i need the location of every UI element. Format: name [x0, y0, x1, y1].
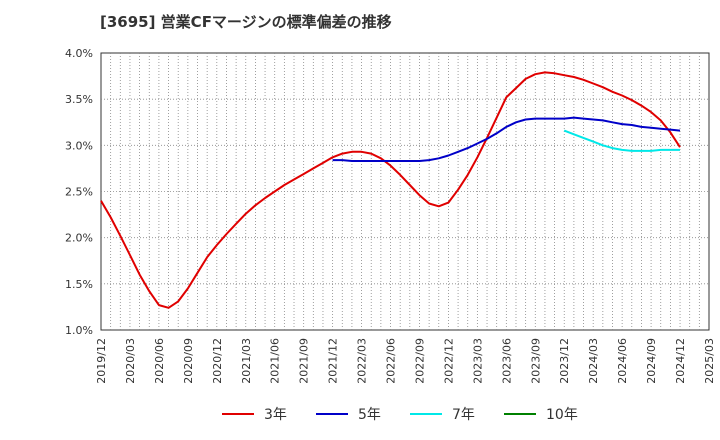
x-tick-label: 2022/12 [442, 338, 455, 384]
series-line [563, 129, 680, 152]
x-tick-label: 2023/06 [500, 338, 513, 384]
y-tick-label: 1.0% [65, 324, 93, 337]
legend-label: 10年 [546, 407, 578, 423]
x-tick-label: 2024/09 [645, 338, 658, 384]
legend-label: 7年 [452, 407, 475, 423]
series-lines [100, 71, 681, 309]
series-line [332, 116, 681, 162]
x-tick-label: 2023/12 [558, 338, 571, 384]
x-tick-label: 2022/06 [385, 338, 398, 384]
x-tick-label: 2020/09 [182, 338, 195, 384]
legend: 3年 5年 7年 10年 [222, 407, 578, 423]
x-tick-label: 2020/03 [124, 338, 137, 384]
x-tick-label: 2024/03 [587, 338, 600, 384]
y-tick-label: 2.0% [65, 232, 93, 245]
x-tick-label: 2019/12 [95, 338, 108, 384]
x-tick-label: 2024/06 [616, 338, 629, 384]
x-tick-label: 2022/09 [413, 338, 426, 384]
y-tick-label: 2.5% [65, 186, 93, 199]
x-tick-label: 2021/06 [269, 338, 282, 384]
x-tick-label: 2025/03 [703, 338, 716, 384]
x-tick-label: 2020/12 [211, 338, 224, 384]
x-tick-label: 2024/12 [674, 338, 687, 384]
legend-label: 3年 [264, 407, 287, 423]
x-tick-label: 2021/03 [240, 338, 253, 384]
x-tick-label: 2022/03 [356, 338, 369, 384]
legend-label: 5年 [358, 407, 381, 423]
x-tick-label: 2021/12 [327, 338, 340, 384]
x-tick-label: 2021/09 [298, 338, 311, 384]
series-line [100, 71, 681, 309]
y-axis: 1.0% 1.5% 2.0% 2.5% 3.0% 3.5% 4.0% [65, 47, 93, 337]
x-tick-label: 2023/03 [471, 338, 484, 384]
y-tick-label: 3.5% [65, 93, 93, 106]
x-tick-label: 2020/06 [153, 338, 166, 384]
y-tick-label: 4.0% [65, 47, 93, 60]
x-axis: 2019/12 2020/03 2020/06 2020/09 2020/12 2021/… [95, 338, 716, 384]
x-tick-label: 2023/09 [529, 338, 542, 384]
y-tick-label: 3.0% [65, 139, 93, 152]
y-tick-label: 1.5% [65, 278, 93, 291]
chart-title: [3695] 営業CFマージンの標準偏差の推移 [100, 13, 392, 31]
